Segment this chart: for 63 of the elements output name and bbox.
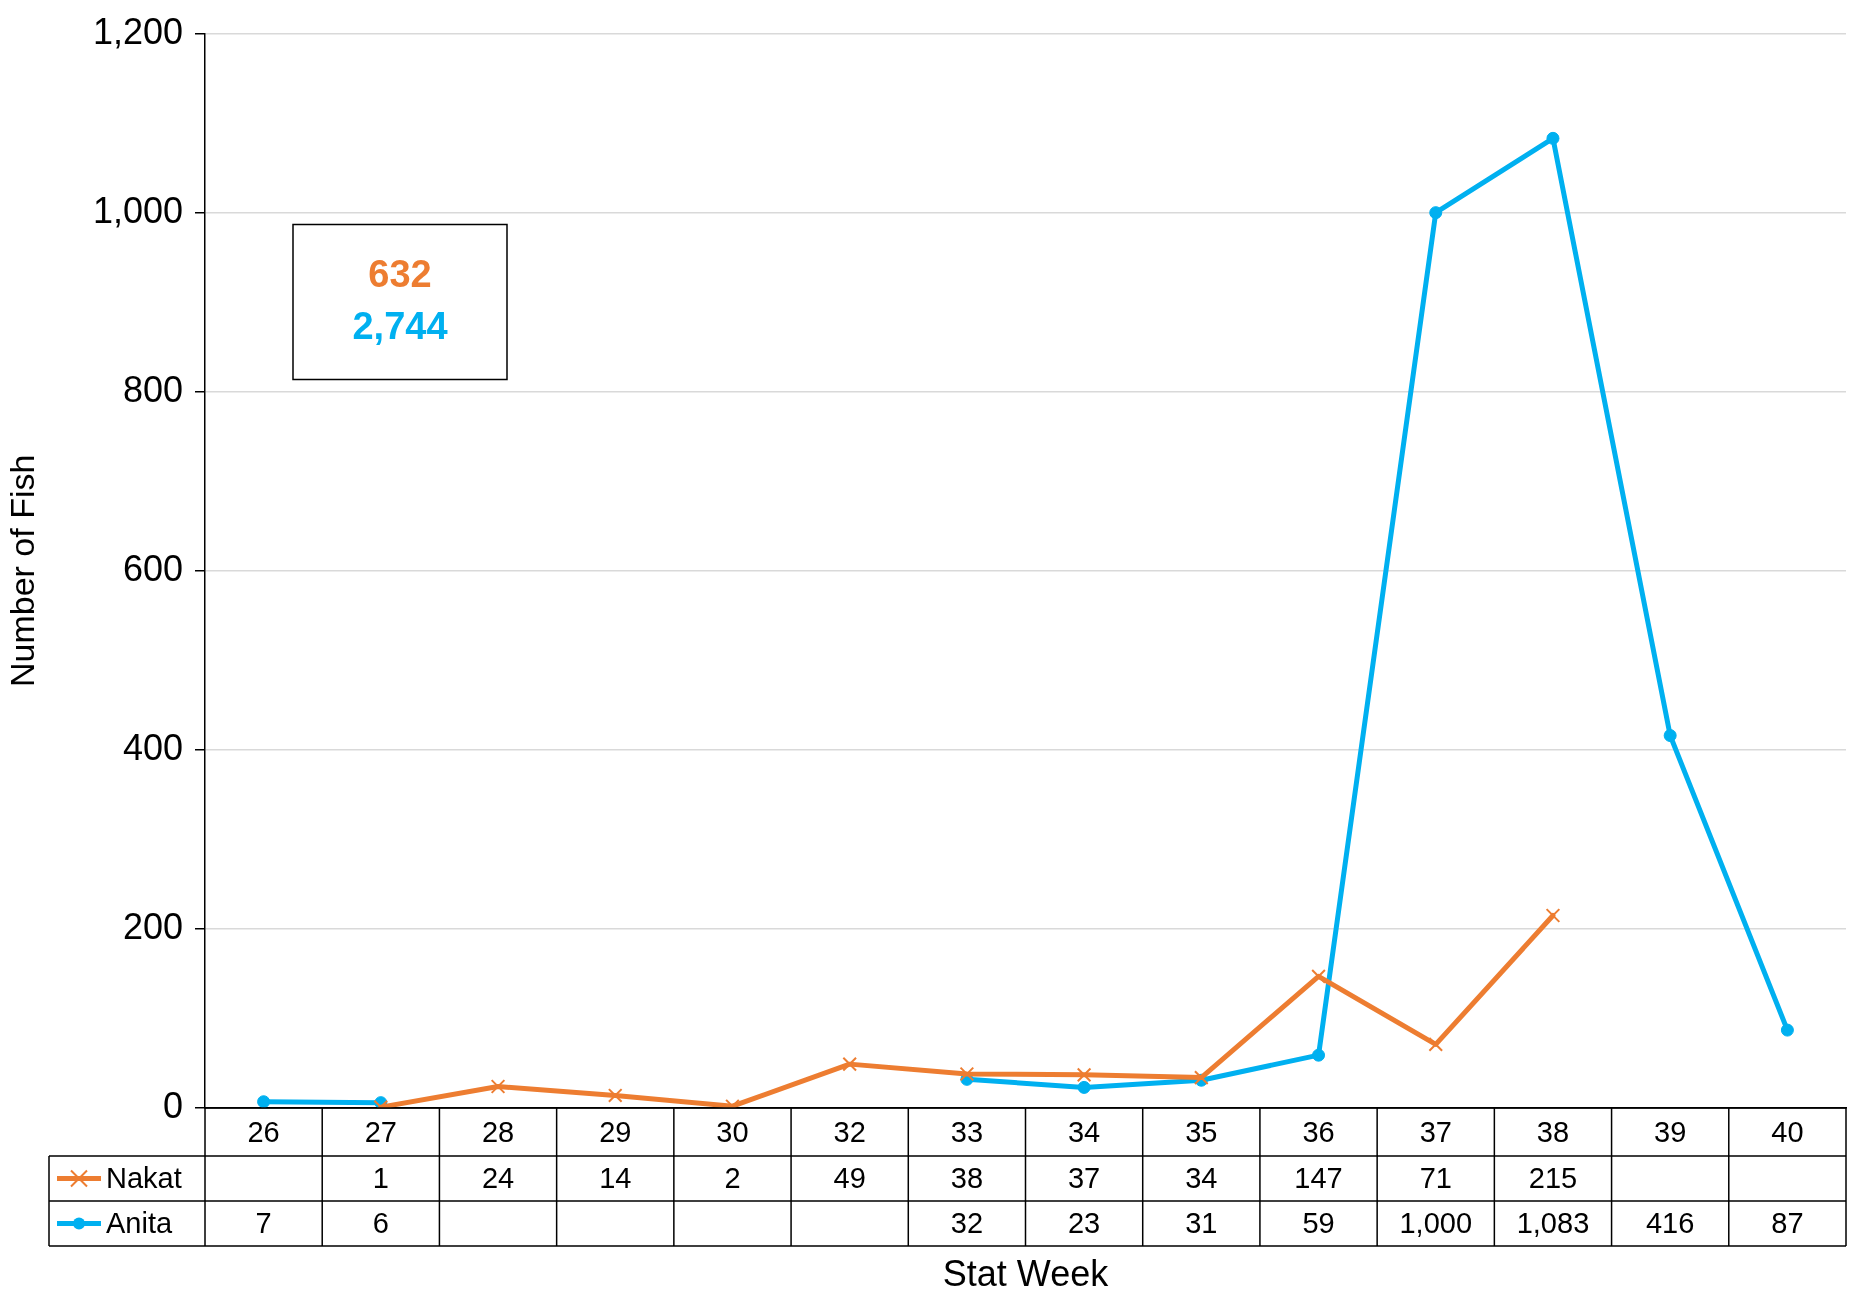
point [1780, 1023, 1794, 1037]
data-label: 59 [1302, 1206, 1335, 1239]
x-tick-label: 37 [1419, 1116, 1452, 1148]
data-label: 49 [833, 1161, 866, 1194]
x-tick-label: 28 [481, 1116, 515, 1148]
annotation: 2,744 [352, 304, 448, 347]
x-tick-label: 27 [364, 1116, 397, 1148]
x-tick-label: 38 [1536, 1116, 1570, 1148]
x-tick-label: 39 [1654, 1116, 1687, 1148]
x-tick-label: 26 [247, 1116, 280, 1148]
point [1077, 1080, 1091, 1094]
legend-label: Anita [106, 1206, 173, 1239]
y-tick-label: 0 [162, 1084, 183, 1126]
point [1663, 729, 1677, 743]
y-tick-label: 800 [122, 368, 183, 410]
x-tick-label: 40 [1771, 1116, 1804, 1148]
annotation: 632 [368, 252, 432, 295]
x-tick-label: 35 [1185, 1116, 1218, 1148]
x-tick-label: 29 [599, 1116, 632, 1148]
x-axis-title: Stat Week [942, 1252, 1110, 1294]
data-label: 147 [1294, 1161, 1343, 1194]
point [1429, 206, 1443, 220]
y-tick-label: 1,200 [92, 10, 183, 52]
data-label: 2 [724, 1161, 741, 1194]
point [1076, 1067, 1092, 1083]
data-label: 37 [1067, 1161, 1101, 1194]
x-tick-label: 36 [1302, 1116, 1335, 1148]
y-axis-title: Number of Fish [2, 454, 41, 687]
x-tick-label: 32 [833, 1116, 866, 1148]
point [842, 1056, 858, 1072]
data-label: 87 [1771, 1206, 1804, 1239]
y-tick-label: 600 [122, 547, 183, 589]
data-label: 416 [1645, 1206, 1695, 1239]
point [490, 1079, 506, 1094]
point [1546, 131, 1560, 145]
data-label: 215 [1528, 1161, 1578, 1194]
x-tick-label: 30 [716, 1116, 749, 1148]
data-label: 38 [950, 1161, 984, 1194]
point [1428, 1037, 1444, 1052]
data-label: 71 [1419, 1161, 1452, 1194]
data-label: 1,083 [1516, 1206, 1590, 1239]
data-label: 1 [372, 1161, 389, 1194]
point [257, 1095, 271, 1108]
y-tick-label: 1,000 [92, 189, 183, 231]
point [1545, 908, 1561, 923]
point [959, 1066, 975, 1082]
data-label: 7 [255, 1206, 272, 1239]
data-label: 24 [481, 1161, 515, 1194]
legend-label: Nakat [106, 1161, 182, 1194]
y-tick-label: 200 [122, 905, 183, 947]
y-tick-label: 400 [122, 726, 183, 768]
data-label: 1,000 [1399, 1206, 1473, 1239]
point [1312, 1048, 1326, 1062]
data-label: 23 [1067, 1206, 1101, 1239]
data-label: 6 [372, 1206, 389, 1239]
data-label: 31 [1185, 1206, 1218, 1239]
data-label: 32 [950, 1206, 984, 1239]
data-label: 34 [1185, 1161, 1218, 1194]
data-label: 14 [599, 1161, 632, 1194]
point [1311, 969, 1326, 984]
x-tick-label: 33 [950, 1116, 984, 1148]
point [607, 1088, 623, 1103]
x-tick-label: 34 [1067, 1116, 1101, 1148]
